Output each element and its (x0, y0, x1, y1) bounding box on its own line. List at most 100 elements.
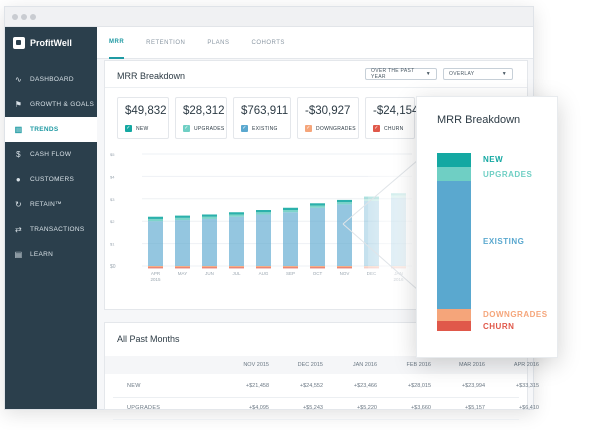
zoom-bar (437, 153, 471, 331)
table-cell: +$6,410 (518, 405, 539, 411)
checkbox-icon[interactable]: ✓ (125, 125, 132, 132)
table-cell: +$5,220 (356, 405, 377, 411)
sidebar-nav: ∿ DASHBOARD ⚑ GROWTH & GOALS ▥ TRENDS $ CASH FL… (5, 67, 97, 267)
bar-churn (202, 267, 217, 269)
sidebar: ProfitWell ∿ DASHBOARD ⚑ GROWTH & GOALS ▥ TRE… (5, 27, 97, 409)
zoom-segment-new (437, 153, 471, 167)
y-tick-label: $4 (110, 174, 115, 179)
bar-upgrades (283, 210, 298, 213)
table-header (105, 356, 527, 374)
zoom-segment-upgrades (437, 167, 471, 181)
sidebar-item-customers[interactable]: ● CUSTOMERS (5, 167, 97, 192)
window-titlebar (5, 7, 533, 27)
sidebar-item-learn[interactable]: ▤ LEARN (5, 242, 97, 267)
table-cell: +$24,552 (299, 383, 323, 389)
stat-value: -$30,927 (305, 105, 351, 117)
tab-retention[interactable]: RETENTION (146, 39, 186, 46)
sidebar-item-retain[interactable]: ↻ RETAIN™ (5, 192, 97, 217)
table-cell: +$5,157 (464, 405, 485, 411)
row-divider (113, 397, 519, 398)
view-dropdown-value: OVERLAY (449, 71, 475, 77)
checkbox-icon[interactable]: ✓ (183, 125, 190, 132)
stat-label: DOWNGRADES (316, 125, 356, 132)
bar-churn (283, 267, 298, 269)
bar-chart-icon: ▥ (14, 125, 23, 134)
table-cell: +$5,243 (302, 405, 323, 411)
period-dropdown[interactable]: OVER THE PAST YEAR ▼ (365, 68, 437, 80)
stat-label: CHURN (384, 125, 404, 132)
sidebar-item-label: LEARN (30, 251, 54, 258)
zoom-segment-churn (437, 321, 471, 331)
x-tick-label: JUL (232, 271, 240, 276)
x-tick-label: APR (151, 271, 161, 276)
chevron-down-icon: ▼ (425, 71, 431, 77)
bar-existing (202, 218, 217, 266)
tab-cohorts[interactable]: COHORTS (251, 39, 285, 46)
bar-new (175, 215, 190, 218)
sidebar-item-cash-flow[interactable]: $ CASH FLOW (5, 142, 97, 167)
bar-downgrades (310, 266, 325, 268)
zoom-legend-churn: CHURN (483, 322, 515, 331)
bar-churn (256, 267, 271, 269)
stat-new[interactable]: $49,832 ✓ NEW (117, 97, 169, 139)
tab-bar: MRR RETENTION PLANS COHORTS (97, 27, 533, 59)
view-dropdown[interactable]: OVERLAY ▼ (443, 68, 513, 80)
sidebar-item-label: GROWTH & GOALS (30, 101, 95, 108)
table-cell: +$21,458 (245, 383, 269, 389)
table-cell: +$23,994 (461, 383, 485, 389)
row-divider (113, 419, 519, 420)
bar-upgrades (229, 214, 244, 217)
table-cell: +$23,466 (353, 383, 377, 389)
stat-upgrades[interactable]: $28,312 ✓ UPGRADES (175, 97, 227, 139)
sidebar-item-trends[interactable]: ▥ TRENDS (5, 117, 97, 142)
refresh-icon: ↻ (14, 200, 22, 209)
bar-downgrades (175, 266, 190, 268)
window-dot-icon[interactable] (30, 14, 36, 20)
bar-new (283, 207, 298, 210)
bar-existing (256, 214, 271, 266)
bar-downgrades (229, 266, 244, 268)
row-label: NEW (127, 383, 141, 389)
zoom-legend-upgrades: UPGRADES (483, 170, 533, 179)
bar-churn (337, 267, 352, 269)
window-dot-icon[interactable] (12, 14, 18, 20)
checkbox-icon[interactable]: ✓ (241, 125, 248, 132)
zoom-legend-existing: EXISTING (483, 237, 525, 246)
table-cell: +$3,660 (410, 405, 431, 411)
stat-label-row: ✓ NEW (125, 125, 149, 132)
x-tick-label: AUG (259, 271, 269, 276)
sidebar-item-growth-goals[interactable]: ⚑ GROWTH & GOALS (5, 92, 97, 117)
tab-mrr[interactable]: MRR (109, 27, 125, 59)
y-tick-label: $5 (110, 152, 115, 157)
x-tick-label: JUN (205, 271, 214, 276)
bar-new (229, 212, 244, 215)
window-dot-icon[interactable] (21, 14, 27, 20)
card-title: MRR Breakdown (117, 71, 186, 81)
sidebar-item-transactions[interactable]: ⇄ TRANSACTIONS (5, 217, 97, 242)
stat-downgrades[interactable]: -$30,927 ✓ DOWNGRADES (297, 97, 359, 139)
bar-churn (175, 267, 190, 269)
stat-value: $763,911 (241, 105, 289, 117)
tab-plans[interactable]: PLANS (207, 39, 230, 46)
period-dropdown-value: OVER THE PAST YEAR (371, 68, 415, 80)
bar-upgrades (175, 217, 190, 221)
sidebar-item-dashboard[interactable]: ∿ DASHBOARD (5, 67, 97, 92)
y-tick-label: $3 (110, 197, 115, 202)
book-icon: ▤ (14, 250, 23, 259)
bar-existing (148, 221, 163, 266)
checkbox-icon[interactable]: ✓ (373, 125, 380, 132)
bar-churn (229, 267, 244, 269)
checkbox-icon[interactable]: ✓ (305, 125, 312, 132)
x-tick-label: NOV (340, 271, 350, 276)
stat-churn[interactable]: -$24,154 ✓ CHURN (365, 97, 418, 139)
logo[interactable]: ProfitWell (13, 37, 72, 49)
sidebar-item-label: TRENDS (30, 126, 59, 133)
stat-label: NEW (136, 125, 149, 132)
column-header: DEC 2015 (297, 362, 323, 368)
zoom-legend-new: NEW (483, 155, 504, 164)
bar-upgrades (337, 202, 352, 205)
stat-existing[interactable]: $763,911 ✓ EXISTING (233, 97, 291, 139)
table-cell: +$28,015 (407, 383, 431, 389)
bar-new (202, 214, 217, 217)
stat-value: $49,832 (125, 105, 167, 117)
